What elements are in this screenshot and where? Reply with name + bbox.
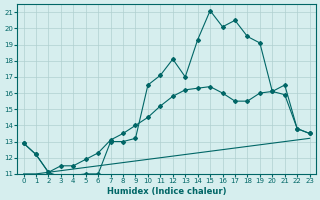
- X-axis label: Humidex (Indice chaleur): Humidex (Indice chaleur): [107, 187, 226, 196]
